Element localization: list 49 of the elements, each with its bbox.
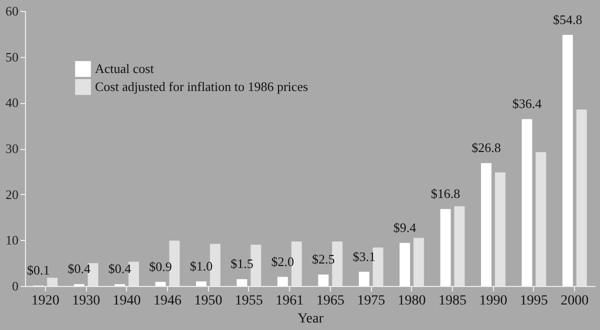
x-tick-label: 1975	[357, 294, 386, 308]
x-tick-label: 1980	[398, 294, 426, 308]
legend-label: Cost adjusted for inflation to 1986 prices	[95, 79, 308, 94]
y-tick-label: 20	[6, 186, 18, 202]
x-tick-label: 1930	[72, 294, 100, 308]
x-tick-label: 1990	[479, 294, 508, 308]
data-label: $1.5	[230, 256, 254, 272]
x-tick-label: 1955	[234, 294, 263, 308]
data-label: $36.4	[512, 96, 542, 112]
x-tick-label: 1950	[194, 294, 222, 308]
bar	[440, 209, 451, 286]
data-label: $0.4	[68, 261, 91, 276]
data-label: $26.8	[472, 140, 501, 156]
bar	[236, 279, 248, 286]
data-label: $16.8	[430, 186, 460, 201]
x-tick-label: 1985	[438, 294, 466, 308]
x-tick-label: 1946	[154, 294, 182, 308]
data-label: $3.1	[352, 248, 376, 264]
y-tick-label: 30	[6, 141, 18, 156]
x-tick-label: 1965	[316, 294, 344, 308]
data-label: $0.1	[27, 262, 50, 278]
x-tick-label: 1995	[520, 294, 548, 308]
data-label: $9.4	[393, 220, 417, 235]
bar	[277, 276, 288, 286]
data-label: $0.9	[149, 258, 172, 274]
x-axis-title: Year	[298, 312, 324, 326]
bar	[358, 272, 370, 286]
y-tick-label: 50	[6, 49, 18, 64]
data-label: $1.0	[190, 258, 213, 274]
y-tick-label: 10	[6, 232, 18, 248]
bar	[155, 282, 166, 286]
bar	[318, 274, 329, 286]
y-tick-label: 60	[6, 4, 18, 18]
x-tick-label: 1920	[31, 294, 60, 308]
y-tick-label: 40	[6, 95, 18, 110]
data-label: $2.5	[312, 252, 335, 267]
bar	[400, 242, 410, 286]
bar	[481, 163, 492, 286]
bar	[522, 119, 532, 286]
x-tick-label: 1961	[276, 294, 304, 308]
y-tick-label: 0	[12, 278, 18, 294]
x-tick-label: 1940	[112, 294, 141, 308]
data-label: $0.4	[108, 261, 132, 276]
legend-label: Actual cost	[95, 61, 154, 76]
x-tick-label: 2000	[560, 294, 589, 308]
data-label: $54.8	[553, 12, 582, 27]
bar	[562, 34, 573, 286]
bar	[196, 281, 206, 286]
data-label: $2.0	[271, 254, 294, 269]
